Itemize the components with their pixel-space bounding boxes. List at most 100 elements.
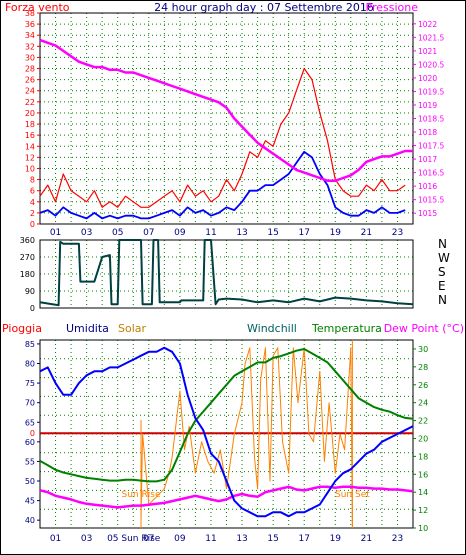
p2-y-tick-label-0: 0: [30, 304, 35, 313]
p1-right-tick-label-6: 1018: [418, 128, 437, 137]
temperature-line: [39, 348, 414, 483]
humidity-line: [39, 346, 414, 518]
p1-x-tick-label-13: 13: [236, 228, 247, 238]
legend-dew-point: Dew Point (°C): [384, 322, 464, 335]
dew-point-line: [39, 485, 414, 509]
p1-x-tick-label-01: 01: [50, 228, 61, 238]
p1-left-tick-label-1: 2: [30, 209, 35, 218]
solar-line: [140, 347, 353, 529]
p2-y-tick-label-90: 90: [25, 287, 35, 296]
p1-left-tick-label-0: 0: [30, 220, 35, 229]
p3-right-tick-label-28: 28: [418, 363, 428, 372]
p3-right-tick-label-20: 20: [418, 434, 428, 443]
p3-left-tick-label-70: 70: [25, 399, 35, 408]
p1-right-tick-label-11: 1020.5: [418, 60, 444, 69]
p1-x-tick-label-19: 19: [330, 228, 342, 238]
p1-left-tick-label-9: 18: [25, 120, 35, 129]
header-left-label: Forza vento: [5, 1, 70, 14]
p1-left-tick-label-13: 26: [25, 76, 35, 85]
legend-solar: Solar: [118, 322, 147, 335]
p3-right-tick-label-26: 26: [418, 381, 428, 390]
wind-direction-line: [39, 239, 414, 307]
p1-left-tick-label-17: 34: [25, 31, 35, 40]
legend-windchill: Windchill: [247, 322, 297, 335]
direction-label-n2: N: [438, 293, 447, 307]
p1-left-tick-label-3: 6: [30, 187, 35, 196]
p3-right-tick-label-14: 14: [418, 488, 428, 497]
p3-x-tick-label-23: 23: [392, 534, 403, 544]
header-title: 24 hour graph day : 07 Settembre 2016: [154, 1, 374, 14]
p2-y-tick-label-360: 360: [20, 236, 35, 245]
p3-left-tick-label-60: 60: [25, 438, 35, 447]
direction-label-e: E: [438, 279, 446, 293]
p1-left-tick-label-8: 16: [25, 131, 35, 140]
wind-gust-line: [39, 67, 406, 208]
p3-right-tick-label-22: 22: [418, 417, 428, 426]
p3-x-tick-label-sunrise: 05 Sun Rise: [107, 534, 161, 544]
wind-average-line: [39, 150, 406, 220]
humidity-temperature-panel: 40 45 50 55 60 65 70 75 80 85 10 12 14 16 18 20 22 24 26 28…: [25, 339, 428, 544]
p1-left-tick-label-4: 8: [30, 176, 35, 185]
p3-x-tick-label-07: 07: [143, 534, 154, 544]
p1-left-tick-label-6: 12: [25, 153, 35, 162]
p3-x-tick-label-03: 03: [81, 534, 92, 544]
p3-x-tick-label-01: 01: [50, 534, 61, 544]
direction-label-s: S: [438, 265, 446, 279]
p1-x-tick-label-21: 21: [361, 228, 372, 238]
p1-left-tick-label-5: 10: [25, 164, 35, 173]
p1-right-tick-label-5: 1017.5: [418, 142, 444, 151]
p1-left-tick-label-19: 38: [25, 9, 35, 18]
p3-x-tick-label-11: 11: [205, 534, 216, 544]
p1-right-tick-label-0: 1015: [418, 209, 437, 218]
p1-left-tick-label-10: 20: [25, 109, 35, 118]
direction-label-n1: N: [438, 237, 447, 251]
p1-right-tick-label-14: 1022: [418, 20, 437, 29]
p1-left-tick-label-11: 22: [25, 98, 35, 107]
p1-x-tick-label-15: 15: [267, 228, 278, 238]
p3-left-tick-label-55: 55: [25, 457, 35, 466]
direction-label-w: W: [438, 251, 450, 265]
p2-plot-frame: [39, 239, 414, 309]
p1-x-tick-label-07: 07: [143, 228, 154, 238]
legend-pioggia: Pioggia: [2, 322, 42, 335]
p1-x-tick-label-05: 05: [112, 228, 123, 238]
p1-right-tick-label-8: 1019: [418, 101, 437, 110]
p1-x-tick-label-23: 23: [392, 228, 403, 238]
p3-left-tick-label-50: 50: [25, 477, 35, 486]
p1-left-tick-label-12: 24: [25, 87, 35, 96]
p3-left-tick-label-40: 40: [25, 516, 35, 525]
p1-left-tick-label-7: 14: [25, 142, 35, 151]
p3-left-tick-label-45: 45: [25, 497, 35, 506]
p1-x-tick-label-17: 17: [298, 228, 309, 238]
p1-right-tick-label-2: 1016: [418, 182, 437, 191]
p1-left-tick-label-15: 30: [25, 53, 35, 62]
p3-right-tick-label-30: 30: [418, 345, 428, 354]
p1-right-tick-label-9: 1019.5: [418, 87, 444, 96]
legend-umidita: Umidita: [66, 322, 109, 335]
legend-temperatura: Temperatura: [311, 322, 382, 335]
p1-right-tick-label-13: 1021.5: [418, 33, 444, 42]
p3-x-tick-label-19: 19: [330, 534, 342, 544]
p1-x-tick-label-11: 11: [205, 228, 216, 238]
p3-right-tick-label-16: 16: [418, 470, 428, 479]
p1-right-tick-label-1: 1015.5: [418, 196, 444, 205]
p1-x-tick-label-09: 09: [174, 228, 186, 238]
p1-right-tick-label-10: 1020: [418, 74, 437, 83]
p3-x-tick-label-09: 09: [174, 534, 186, 544]
p3-right-tick-label-12: 12: [418, 506, 428, 515]
p1-x-tick-label-03: 03: [81, 228, 92, 238]
p1-right-tick-label-4: 1017: [418, 155, 437, 164]
p3-left-tick-label-85: 85: [25, 340, 35, 349]
rain-zero-label: 0: [30, 429, 35, 438]
wind-direction-panel: 0 90 180 270 360: [20, 236, 414, 313]
p1-left-tick-label-2: 4: [30, 198, 35, 207]
p3-x-tick-label-13: 13: [236, 534, 247, 544]
p1-right-tick-label-7: 1018.5: [418, 115, 444, 124]
p3-x-tick-label-15: 15: [267, 534, 278, 544]
p1-left-tick-label-16: 32: [25, 42, 35, 51]
pressure-line: [39, 38, 413, 182]
p3-left-tick-label-75: 75: [25, 379, 35, 388]
p3-right-tick-label-18: 18: [418, 452, 428, 461]
p3-x-tick-label-17: 17: [298, 534, 309, 544]
